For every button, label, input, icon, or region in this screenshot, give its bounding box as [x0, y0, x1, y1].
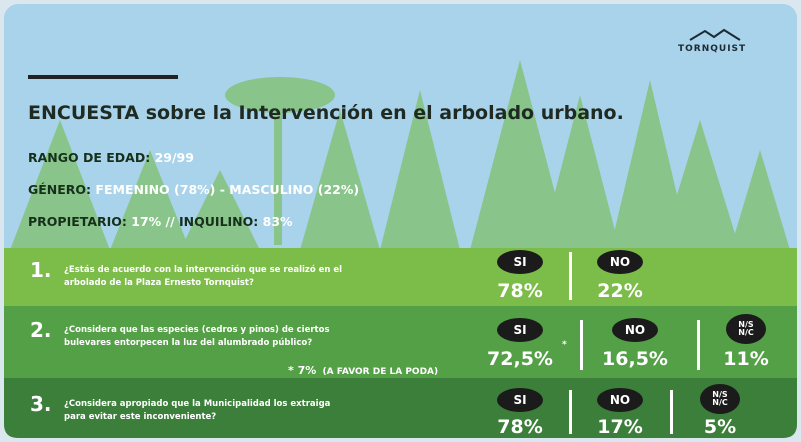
answer-badge: NO	[597, 250, 643, 274]
divider	[670, 390, 673, 434]
demo-label: GÉNERO:	[28, 182, 91, 197]
demographic: GÉNERO: FEMENINO (78%) - MASCULINO (22%)	[28, 182, 359, 197]
answer-badge: SI	[497, 250, 543, 274]
infographic: TORNQUIST ENCUESTA sobre la Intervención…	[0, 0, 801, 442]
demo-label: PROPIETARIO:	[28, 214, 127, 229]
note-value: * 7%	[288, 364, 316, 377]
answer-percent: 11%	[723, 348, 768, 370]
answer-percent: 22%	[597, 280, 642, 302]
question-number: 2.	[30, 318, 52, 342]
asterisk: *	[562, 340, 567, 350]
question-line: ¿Considera apropiado que la Municipalida…	[64, 398, 330, 411]
question-line: ¿Considera que las especies (cedros y pi…	[64, 324, 330, 337]
question-text: ¿Estás de acuerdo con la intervención qu…	[64, 264, 342, 290]
divider	[697, 320, 700, 370]
question-number: 3.	[30, 392, 52, 416]
demo-value: FEMENINO (78%) - MASCULINO (22%)	[95, 182, 359, 197]
answer-badge: NO	[597, 388, 643, 412]
question-number: 1.	[30, 258, 52, 282]
divider	[569, 390, 572, 434]
answer-percent: 17%	[597, 416, 642, 438]
title: ENCUESTA sobre la Intervención en el arb…	[28, 102, 624, 124]
title-bold: ENCUESTA	[28, 102, 139, 124]
question-line: arbolado de la Plaza Ernesto Tornquist?	[64, 277, 342, 290]
demographic: PROPIETARIO: 17% // INQUILINO: 83%	[28, 214, 293, 229]
question-text: ¿Considera que las especies (cedros y pi…	[64, 324, 330, 350]
demo-label: INQUILINO:	[179, 214, 258, 229]
note: * 7% (A FAVOR DE LA PODA)	[288, 364, 438, 377]
title-rest: sobre la Intervención en el arbolado urb…	[146, 102, 624, 124]
answer-percent: 78%	[497, 280, 542, 302]
logo-text: TORNQUIST	[678, 44, 746, 54]
answer-badge: N/S N/C	[700, 384, 740, 414]
demo-value: 29/99	[155, 150, 194, 165]
divider	[580, 320, 583, 370]
answer-badge: NO	[612, 318, 658, 342]
question-line: bulevares entorpecen la luz del alumbrad…	[64, 337, 330, 350]
demo-value: 17% //	[131, 214, 174, 229]
answer-percent: 5%	[704, 416, 736, 438]
demo-value: 83%	[263, 214, 293, 229]
question-line: para evitar este inconveniente?	[64, 411, 330, 424]
answer-badge: SI	[497, 388, 543, 412]
demographic: RANGO DE EDAD: 29/99	[28, 150, 194, 165]
divider	[569, 252, 572, 300]
note-text: (A FAVOR DE LA PODA)	[323, 367, 439, 377]
demo-label: RANGO DE EDAD:	[28, 150, 150, 165]
answer-badge: N/S N/C	[726, 314, 766, 344]
answer-percent: 78%	[497, 416, 542, 438]
answer-percent: 16,5%	[602, 348, 668, 370]
question-text: ¿Considera apropiado que la Municipalida…	[64, 398, 330, 424]
question-line: ¿Estás de acuerdo con la intervención qu…	[64, 264, 342, 277]
answer-percent: 72,5%	[487, 348, 553, 370]
answer-badge: SI	[497, 318, 543, 342]
